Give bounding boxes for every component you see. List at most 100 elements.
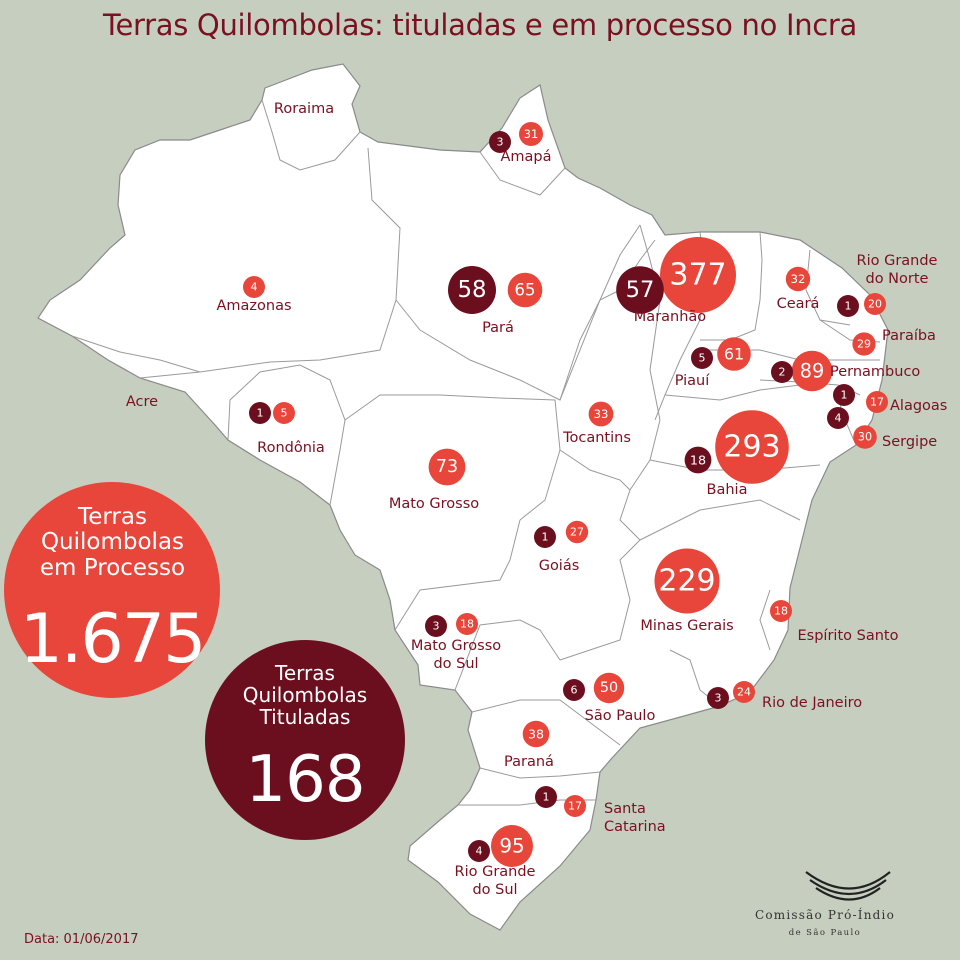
titled-bubble-sergipe [827, 407, 849, 429]
in-process-bubble-parana [522, 720, 550, 748]
state-label-amazonas: Amazonas [216, 298, 291, 314]
state-label-pernambuco: Pernambuco [830, 364, 920, 380]
in-process-value-paraiba: 29 [857, 338, 871, 351]
state-label-amapa: Amapá [500, 149, 551, 165]
total-in-process-value: 1.675 [19, 600, 207, 679]
state-label-ceara: Ceará [777, 296, 820, 312]
in-process-bubble-mato-grosso [428, 448, 466, 486]
titled-value-sao-paulo: 6 [571, 684, 578, 697]
in-process-value-minas-gerais: 229 [658, 564, 715, 599]
titled-bubble-rio-grande-do-sul [468, 840, 490, 862]
titled-bubble-amapa [489, 131, 511, 153]
logo-icon [805, 871, 891, 901]
titled-value-rio-grande-do-norte: 1 [845, 300, 852, 313]
titled-bubble-bahia [684, 446, 712, 474]
in-process-bubble-piaui [717, 337, 751, 371]
date-label: Data: 01/06/2017 [24, 932, 139, 947]
titled-bubble-santa-catarina [535, 786, 557, 808]
in-process-bubble-espirito-santo [770, 600, 792, 622]
state-label-goias: Goiás [539, 558, 580, 574]
titled-value-rondonia: 1 [257, 407, 264, 420]
titled-value-sergipe: 4 [835, 412, 842, 425]
in-process-value-rio-grande-do-norte: 20 [868, 298, 882, 311]
in-process-bubble-rio-grande-do-sul [491, 825, 533, 867]
in-process-bubble-santa-catarina [564, 795, 586, 817]
in-process-bubble-paraiba [852, 332, 876, 356]
logo-subtitle: de São Paulo [788, 928, 862, 938]
in-process-bubble-ceara [785, 266, 811, 292]
titled-bubble-rio-grande-do-norte [837, 295, 859, 317]
in-process-value-espirito-santo: 18 [774, 605, 788, 618]
state-label-bahia: Bahia [707, 482, 748, 498]
state-label-maranhao: Maranhão [634, 309, 707, 325]
in-process-value-pernambuco: 89 [800, 360, 825, 383]
in-process-value-rondonia: 5 [281, 407, 288, 420]
titled-bubble-sao-paulo [563, 679, 585, 701]
titled-bubble-piaui [691, 347, 713, 369]
state-label-rondonia: Rondônia [257, 440, 325, 456]
titled-value-maranhao: 57 [626, 277, 655, 303]
in-process-value-sergipe: 30 [858, 431, 872, 444]
titled-value-alagoas: 1 [841, 389, 848, 402]
titled-value-para: 58 [457, 277, 486, 303]
in-process-bubble-pernambuco [791, 350, 833, 392]
titled-value-rio-de-janeiro: 3 [715, 692, 722, 705]
total-in-process-line-3: em Processo [39, 554, 186, 581]
state-label-mato-grosso-do-sul: Mato Grosso do Sul [411, 638, 501, 672]
logo-name: Comissão Pró-Índio [754, 908, 896, 922]
total-titled-line-2: Quilombolas [242, 683, 368, 707]
state-label-rio-grande-do-sul: Rio Grande do Sul [455, 864, 536, 898]
in-process-bubble-sao-paulo [593, 672, 625, 704]
total-titled-line-1: Terras [275, 661, 335, 685]
in-process-bubble-rio-grande-do-norte [864, 293, 886, 315]
in-process-bubble-tocantins [588, 401, 614, 427]
in-process-value-goias: 27 [570, 526, 584, 539]
in-process-value-maranhao: 377 [669, 258, 726, 293]
in-process-value-amapa: 31 [524, 127, 539, 141]
state-label-roraima: Roraima [274, 101, 334, 117]
in-process-bubble-para [507, 272, 543, 308]
state-label-espirito-santo: Espírito Santo [798, 628, 899, 644]
page-title: Terras Quilombolas: tituladas e em proce… [102, 8, 858, 42]
titled-bubble-rio-de-janeiro [707, 687, 729, 709]
in-process-bubble-bahia [715, 410, 789, 484]
titled-bubble-goias [534, 526, 556, 548]
titled-value-piaui: 5 [699, 352, 706, 365]
in-process-value-ceara: 32 [791, 272, 806, 286]
in-process-value-mato-grosso: 73 [436, 457, 458, 477]
total-in-process-label: Terras Quilombolas em Processo [20, 504, 205, 581]
titled-bubble-para [448, 266, 496, 314]
titled-value-goias: 1 [542, 531, 549, 544]
in-process-bubble-sergipe [853, 425, 877, 449]
in-process-bubble-maranhao [660, 237, 736, 313]
in-process-value-para: 65 [515, 281, 536, 300]
state-label-alagoas: Alagoas [890, 398, 947, 414]
state-label-para: Pará [482, 320, 514, 336]
state-label-sao-paulo: São Paulo [585, 708, 656, 724]
titled-bubble-pernambuco [771, 361, 793, 383]
total-titled-circle [205, 640, 405, 840]
in-process-bubble-goias [565, 520, 589, 544]
titled-value-bahia: 18 [690, 453, 706, 468]
state-label-acre: Acre [126, 394, 158, 410]
in-process-value-alagoas: 17 [870, 396, 884, 409]
in-process-bubble-rio-de-janeiro [733, 681, 755, 703]
total-titled-label: Terras Quilombolas Tituladas [215, 662, 395, 728]
in-process-value-tocantins: 33 [594, 407, 609, 421]
titled-value-rio-grande-do-sul: 4 [476, 845, 483, 858]
titled-bubble-maranhao [616, 266, 664, 314]
state-label-sergipe: Sergipe [882, 434, 937, 450]
in-process-bubble-alagoas [866, 391, 888, 413]
in-process-value-rio-grande-do-sul: 95 [499, 835, 524, 858]
state-label-rio-grande-do-norte: Rio Grande do Norte [857, 253, 938, 287]
state-label-minas-gerais: Minas Gerais [640, 618, 733, 634]
in-process-bubble-amapa [519, 122, 543, 146]
state-label-santa-catarina: Santa Catarina [604, 801, 666, 835]
titled-value-santa-catarina: 1 [543, 791, 550, 804]
titled-bubble-mato-grosso-do-sul [425, 615, 447, 637]
titled-bubble-alagoas [833, 384, 855, 406]
titled-bubble-rondonia [249, 402, 271, 424]
in-process-value-sao-paulo: 50 [600, 680, 618, 696]
in-process-value-mato-grosso-do-sul: 18 [460, 618, 474, 631]
